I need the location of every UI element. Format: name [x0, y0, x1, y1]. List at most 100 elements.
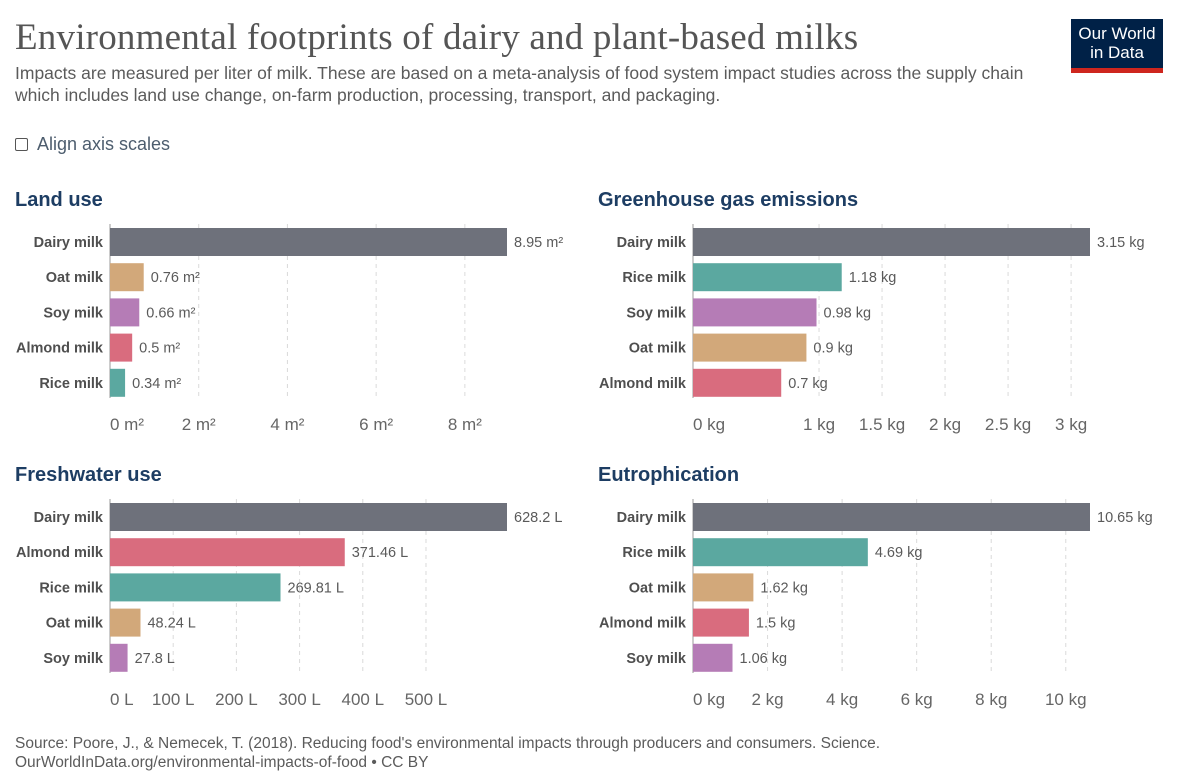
category-label-oat-milk: Oat milk [46, 616, 104, 632]
tick-label: 8 m² [448, 415, 482, 434]
value-label-dairy-milk: 628.2 L [514, 510, 562, 526]
ghg-emissions-chart: Dairy milk 3.15 kg Rice milk 1.18 kg Soy mil… [599, 224, 1145, 434]
tick-label: 100 L [152, 690, 195, 709]
value-label-soy-milk: 0.66 m² [146, 305, 195, 321]
value-label-oat-milk: 48.24 L [147, 616, 195, 632]
bar-dairy-milk[interactable] [110, 228, 507, 256]
land-use-panel: Land use Dairy milk 8.95 m² Oat milk 0.76 m… [0, 180, 570, 445]
category-label-rice-milk: Rice milk [622, 545, 687, 561]
category-label-almond-milk: Almond milk [599, 616, 687, 632]
value-label-oat-milk: 0.9 kg [813, 341, 853, 357]
eutrophication-title: Eutrophication [598, 464, 740, 486]
bar-soy-milk[interactable] [693, 643, 733, 672]
bar-soy-milk[interactable] [110, 643, 128, 672]
value-label-almond-milk: 0.5 m² [139, 341, 180, 357]
value-label-soy-milk: 1.06 kg [740, 651, 788, 667]
value-label-almond-milk: 371.46 L [352, 545, 408, 561]
category-label-rice-milk: Rice milk [39, 580, 104, 596]
bar-almond-milk[interactable] [693, 608, 749, 637]
value-label-almond-milk: 1.5 kg [756, 616, 796, 632]
category-label-soy-milk: Soy milk [626, 305, 687, 321]
value-label-almond-milk: 0.7 kg [788, 376, 828, 392]
category-label-oat-milk: Oat milk [629, 580, 687, 596]
category-label-soy-milk: Soy milk [43, 651, 104, 667]
bar-rice-milk[interactable] [110, 573, 281, 602]
value-label-dairy-milk: 10.65 kg [1097, 510, 1153, 526]
align-axis-toggle[interactable]: Align axis scales [15, 134, 170, 155]
source-link[interactable]: OurWorldInData.org/environmental-impacts… [15, 753, 429, 771]
source-note: Source: Poore, J., & Nemecek, T. (2018).… [15, 735, 880, 772]
bar-rice-milk[interactable] [110, 368, 126, 397]
ghg-emissions-panel: Greenhouse gas emissions Dairy milk 3.15 … [583, 180, 1153, 445]
bar-dairy-milk[interactable] [110, 503, 507, 531]
tick-label: 3 kg [1055, 415, 1087, 434]
tick-label: 2.5 kg [985, 415, 1031, 434]
tick-label: 2 kg [929, 415, 961, 434]
tick-label: 2 kg [751, 690, 783, 709]
category-label-rice-milk: Rice milk [622, 270, 687, 286]
category-label-oat-milk: Oat milk [629, 341, 687, 357]
category-label-soy-milk: Soy milk [626, 651, 687, 667]
freshwater-use-title: Freshwater use [15, 464, 162, 486]
align-axis-checkbox[interactable] [15, 138, 28, 151]
value-label-rice-milk: 269.81 L [288, 580, 344, 596]
category-label-almond-milk: Almond milk [16, 341, 104, 357]
bar-almond-milk[interactable] [110, 538, 345, 567]
tick-label: 300 L [278, 690, 321, 709]
category-label-dairy-milk: Dairy milk [34, 510, 104, 526]
value-label-rice-milk: 1.18 kg [849, 270, 897, 286]
bar-soy-milk[interactable] [693, 298, 817, 327]
tick-label: 8 kg [975, 690, 1007, 709]
freshwater-use-panel: Freshwater use Dairy milk 628.2 L Almond m… [0, 455, 570, 720]
tick-label: 2 m² [182, 415, 216, 434]
category-label-dairy-milk: Dairy milk [34, 235, 104, 251]
source-citation: Source: Poore, J., & Nemecek, T. (2018).… [15, 735, 881, 752]
bar-dairy-milk[interactable] [693, 503, 1090, 531]
logo-line-1: Our World [1078, 24, 1156, 43]
value-label-rice-milk: 4.69 kg [875, 545, 923, 561]
tick-label: 0 kg [693, 415, 725, 434]
value-label-soy-milk: 27.8 L [135, 651, 175, 667]
tick-label: 0 kg [693, 690, 725, 709]
tick-label: 500 L [405, 690, 448, 709]
align-axis-label: Align axis scales [37, 134, 171, 154]
bar-almond-milk[interactable] [110, 333, 133, 362]
tick-label: 4 m² [270, 415, 304, 434]
tick-label: 0 L [110, 690, 134, 709]
tick-label: 1 kg [803, 415, 835, 434]
bar-dairy-milk[interactable] [693, 228, 1090, 256]
bar-oat-milk[interactable] [693, 333, 807, 362]
bar-rice-milk[interactable] [693, 538, 868, 567]
tick-label: 4 kg [826, 690, 858, 709]
chart-subtitle: Impacts are measured per liter of milk. … [15, 63, 1024, 105]
category-label-almond-milk: Almond milk [16, 545, 104, 561]
value-label-dairy-milk: 3.15 kg [1097, 235, 1145, 251]
value-label-dairy-milk: 8.95 m² [514, 235, 563, 251]
value-label-oat-milk: 0.76 m² [151, 270, 200, 286]
bar-oat-milk[interactable] [110, 608, 141, 637]
bar-almond-milk[interactable] [693, 368, 782, 397]
bar-rice-milk[interactable] [693, 263, 842, 292]
tick-label: 200 L [215, 690, 258, 709]
tick-label: 0 m² [110, 415, 144, 434]
category-label-soy-milk: Soy milk [43, 305, 104, 321]
category-label-dairy-milk: Dairy milk [617, 510, 687, 526]
bar-oat-milk[interactable] [693, 573, 754, 602]
value-label-soy-milk: 0.98 kg [824, 305, 872, 321]
bar-soy-milk[interactable] [110, 298, 140, 327]
owid-logo[interactable]: Our World in Data [1071, 19, 1163, 73]
category-label-rice-milk: Rice milk [39, 376, 104, 392]
bar-oat-milk[interactable] [110, 263, 144, 292]
category-label-almond-milk: Almond milk [599, 376, 687, 392]
tick-label: 400 L [342, 690, 385, 709]
tick-label: 6 m² [359, 415, 393, 434]
tick-label: 1.5 kg [859, 415, 905, 434]
value-label-oat-milk: 1.62 kg [760, 580, 808, 596]
logo-line-2: in Data [1090, 43, 1144, 62]
tick-label: 10 kg [1045, 690, 1087, 709]
freshwater-use-chart: Dairy milk 628.2 L Almond milk 371.46 L Rice… [16, 499, 562, 709]
tick-label: 6 kg [901, 690, 933, 709]
value-label-rice-milk: 0.34 m² [132, 376, 181, 392]
land-use-title: Land use [15, 189, 103, 211]
eutrophication-panel: Eutrophication Dairy milk 10.65 kg Rice mi… [583, 455, 1153, 720]
